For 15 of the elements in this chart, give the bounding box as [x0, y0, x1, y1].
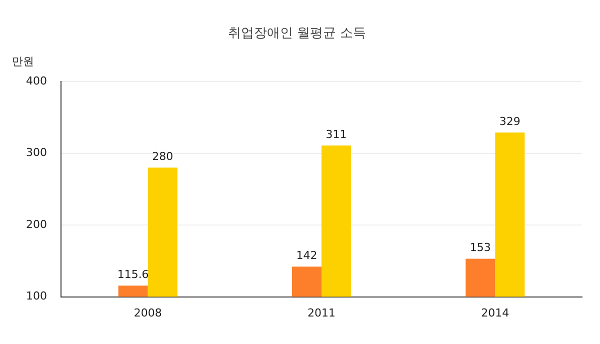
chart-title: 취업장애인 월평균 소득: [228, 26, 366, 42]
y-tick-label: 300: [26, 146, 47, 160]
x-tick-label: 2011: [308, 306, 336, 320]
data-label: 142: [296, 249, 318, 262]
y-tick-label: 400: [26, 74, 47, 88]
data-label: 115.6: [117, 268, 149, 281]
data-label: 329: [499, 114, 520, 128]
y-tick-label: 200: [26, 218, 47, 231]
x-tick-label: 2014: [481, 306, 510, 320]
data-label: 153: [470, 241, 491, 254]
data-label: 280: [152, 150, 174, 164]
y-tick-label: 100: [26, 290, 47, 303]
data-label: 311: [326, 128, 347, 141]
y-axis-title: 만원: [12, 54, 34, 68]
x-tick-label: 2008: [134, 306, 162, 320]
